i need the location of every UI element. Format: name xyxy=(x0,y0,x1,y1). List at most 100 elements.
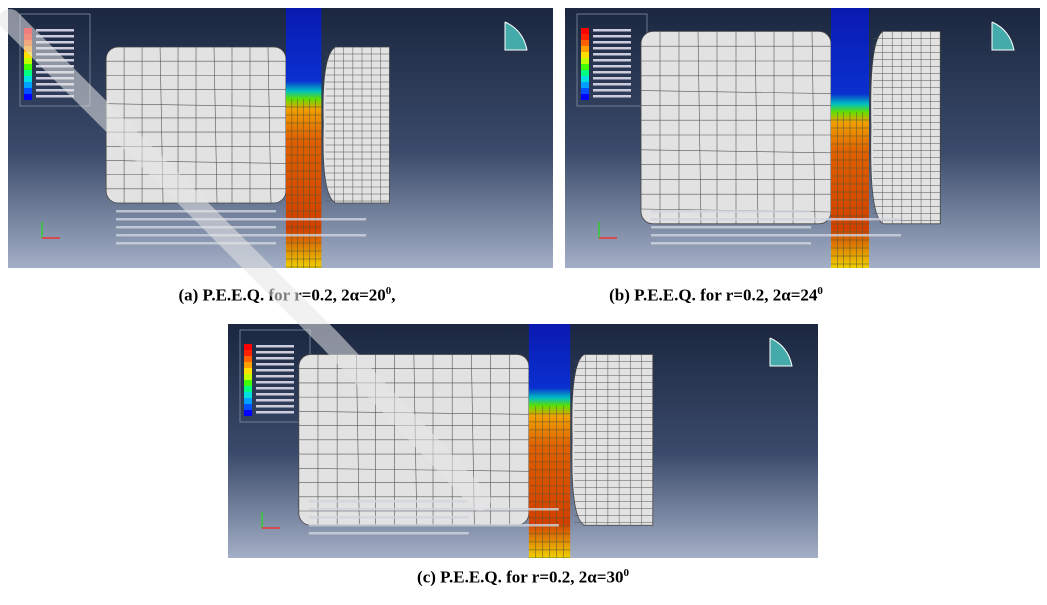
info-line xyxy=(309,500,469,503)
legend-label xyxy=(256,405,294,408)
legend-label xyxy=(36,41,74,44)
info-line xyxy=(309,516,469,519)
legend-swatch xyxy=(24,76,32,82)
legend-swatch xyxy=(244,344,252,350)
legend-swatch xyxy=(244,404,252,410)
legend-swatch xyxy=(24,34,32,40)
legend-label xyxy=(256,369,294,372)
legend-label xyxy=(593,47,631,50)
legend-label xyxy=(256,381,294,384)
legend-swatch xyxy=(244,350,252,356)
legend-swatch xyxy=(24,94,32,100)
legend-label xyxy=(36,35,74,38)
legend-label xyxy=(36,95,74,98)
legend-swatch xyxy=(24,58,32,64)
caption-sup: 0 xyxy=(623,567,629,579)
legend-label xyxy=(256,399,294,402)
info-line xyxy=(651,226,811,229)
legend-label xyxy=(593,29,631,32)
legend-swatch xyxy=(244,386,252,392)
info-line xyxy=(309,508,559,511)
legend-swatch xyxy=(244,410,252,416)
legend-label xyxy=(36,47,74,50)
legend-swatch xyxy=(581,52,589,58)
workpiece xyxy=(572,354,653,525)
legend-label xyxy=(256,387,294,390)
simulation-panel-b xyxy=(565,8,1040,268)
legend-swatch xyxy=(24,46,32,52)
info-line xyxy=(309,524,559,527)
legend-label xyxy=(256,351,294,354)
caption-sup: 0 xyxy=(817,285,823,297)
legend-swatch xyxy=(24,88,32,94)
info-line xyxy=(651,210,811,213)
caption-text: (a) P.E.E.Q. for r=0.2, 2α=20 xyxy=(178,286,385,305)
legend-swatch xyxy=(24,52,32,58)
legend-swatch xyxy=(244,380,252,386)
legend-label xyxy=(256,363,294,366)
simulation-panel-a xyxy=(8,8,553,268)
legend-swatch xyxy=(581,76,589,82)
legend-label xyxy=(593,53,631,56)
legend-swatch xyxy=(244,362,252,368)
legend-label xyxy=(593,83,631,86)
legend-label xyxy=(256,411,294,414)
caption: (b) P.E.E.Q. for r=0.2, 2α=240 xyxy=(609,285,823,306)
legend-swatch xyxy=(581,88,589,94)
legend-swatch xyxy=(581,46,589,52)
simulation-panel-c xyxy=(228,324,818,558)
legend-swatch xyxy=(24,64,32,70)
legend-swatch xyxy=(581,94,589,100)
legend-label xyxy=(593,71,631,74)
legend-swatch xyxy=(24,40,32,46)
workpiece xyxy=(323,47,389,203)
legend-label xyxy=(36,53,74,56)
legend-swatch xyxy=(581,34,589,40)
legend-label xyxy=(593,41,631,44)
legend-swatch xyxy=(244,398,252,404)
legend-label xyxy=(36,77,74,80)
legend-label xyxy=(36,71,74,74)
legend-swatch xyxy=(581,40,589,46)
info-line xyxy=(116,226,276,229)
caption: (c) P.E.E.Q. for r=0.2, 2α=300 xyxy=(417,567,629,588)
info-line xyxy=(651,218,901,221)
legend-swatch xyxy=(244,392,252,398)
info-line xyxy=(116,242,276,245)
info-line xyxy=(116,234,366,237)
legend-swatch xyxy=(581,70,589,76)
legend-label xyxy=(256,357,294,360)
legend-label xyxy=(36,65,74,68)
legend-swatch xyxy=(581,82,589,88)
legend-swatch xyxy=(244,368,252,374)
legend-label xyxy=(36,83,74,86)
legend-swatch xyxy=(581,64,589,70)
figure-page: (a) P.E.E.Q. for r=0.2, 2α=200, (b) P.E.… xyxy=(0,0,1047,605)
legend-label xyxy=(593,65,631,68)
legend-swatch xyxy=(581,28,589,34)
legend-label xyxy=(36,89,74,92)
legend-swatch xyxy=(244,374,252,380)
legend-label xyxy=(593,89,631,92)
info-line xyxy=(651,242,811,245)
legend-label xyxy=(593,35,631,38)
legend-swatch xyxy=(24,82,32,88)
legend-label xyxy=(256,345,294,348)
legend-swatch xyxy=(24,70,32,76)
caption-text: (b) P.E.E.Q. for r=0.2, 2α=24 xyxy=(609,286,817,305)
caption: (a) P.E.E.Q. for r=0.2, 2α=200, xyxy=(178,285,395,306)
legend-swatch xyxy=(244,356,252,362)
info-line xyxy=(116,218,366,221)
caption-tail: , xyxy=(391,286,395,305)
legend-swatch xyxy=(581,58,589,64)
legend-label xyxy=(256,375,294,378)
info-line xyxy=(309,532,469,535)
legend-label xyxy=(256,393,294,396)
info-line xyxy=(651,234,901,237)
legend-swatch xyxy=(24,28,32,34)
legend-label xyxy=(593,59,631,62)
info-line xyxy=(116,210,276,213)
legend-label xyxy=(36,59,74,62)
legend-label xyxy=(593,77,631,80)
caption-text: (c) P.E.E.Q. for r=0.2, 2α=30 xyxy=(417,568,623,587)
